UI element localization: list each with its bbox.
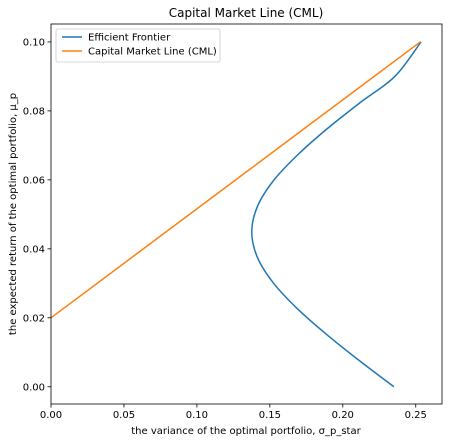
y-axis-label: the expected return of the optimal portf… bbox=[8, 93, 19, 335]
x-tick-label: 0.20 bbox=[332, 410, 354, 421]
x-tick-label: 0.05 bbox=[113, 410, 135, 421]
efficient-frontier-line bbox=[251, 41, 422, 388]
y-tick-label: 0.00 bbox=[23, 382, 45, 393]
x-tick-label: 0.00 bbox=[40, 410, 62, 421]
y-tick-label: 0.10 bbox=[23, 37, 45, 48]
legend-box bbox=[55, 28, 221, 63]
y-tick-label: 0.08 bbox=[23, 106, 45, 117]
y-tick-label: 0.02 bbox=[23, 313, 45, 324]
x-tick-label: 0.10 bbox=[186, 410, 208, 421]
legend-label-efficient-frontier: Efficient Frontier bbox=[88, 33, 171, 44]
x-tick-label: 0.15 bbox=[259, 410, 281, 421]
y-axis-ticks: 0.00 0.02 0.04 0.06 0.08 0.10 bbox=[23, 37, 51, 393]
cml-line bbox=[50, 41, 421, 319]
chart-title: Capital Market Line (CML) bbox=[169, 6, 324, 20]
x-axis-label: the variance of the optimal portfolio, σ… bbox=[131, 426, 361, 437]
x-tick-label: 0.25 bbox=[405, 410, 427, 421]
legend-label-cml: Capital Market Line (CML) bbox=[88, 47, 217, 58]
x-axis-ticks: 0.00 0.05 0.10 0.15 0.20 0.25 bbox=[40, 404, 427, 421]
legend: Efficient Frontier Capital Market Line (… bbox=[55, 28, 221, 63]
y-tick-label: 0.06 bbox=[23, 175, 45, 186]
series-layer bbox=[50, 41, 422, 388]
plot-frame bbox=[50, 23, 443, 405]
y-tick-label: 0.04 bbox=[23, 244, 45, 255]
